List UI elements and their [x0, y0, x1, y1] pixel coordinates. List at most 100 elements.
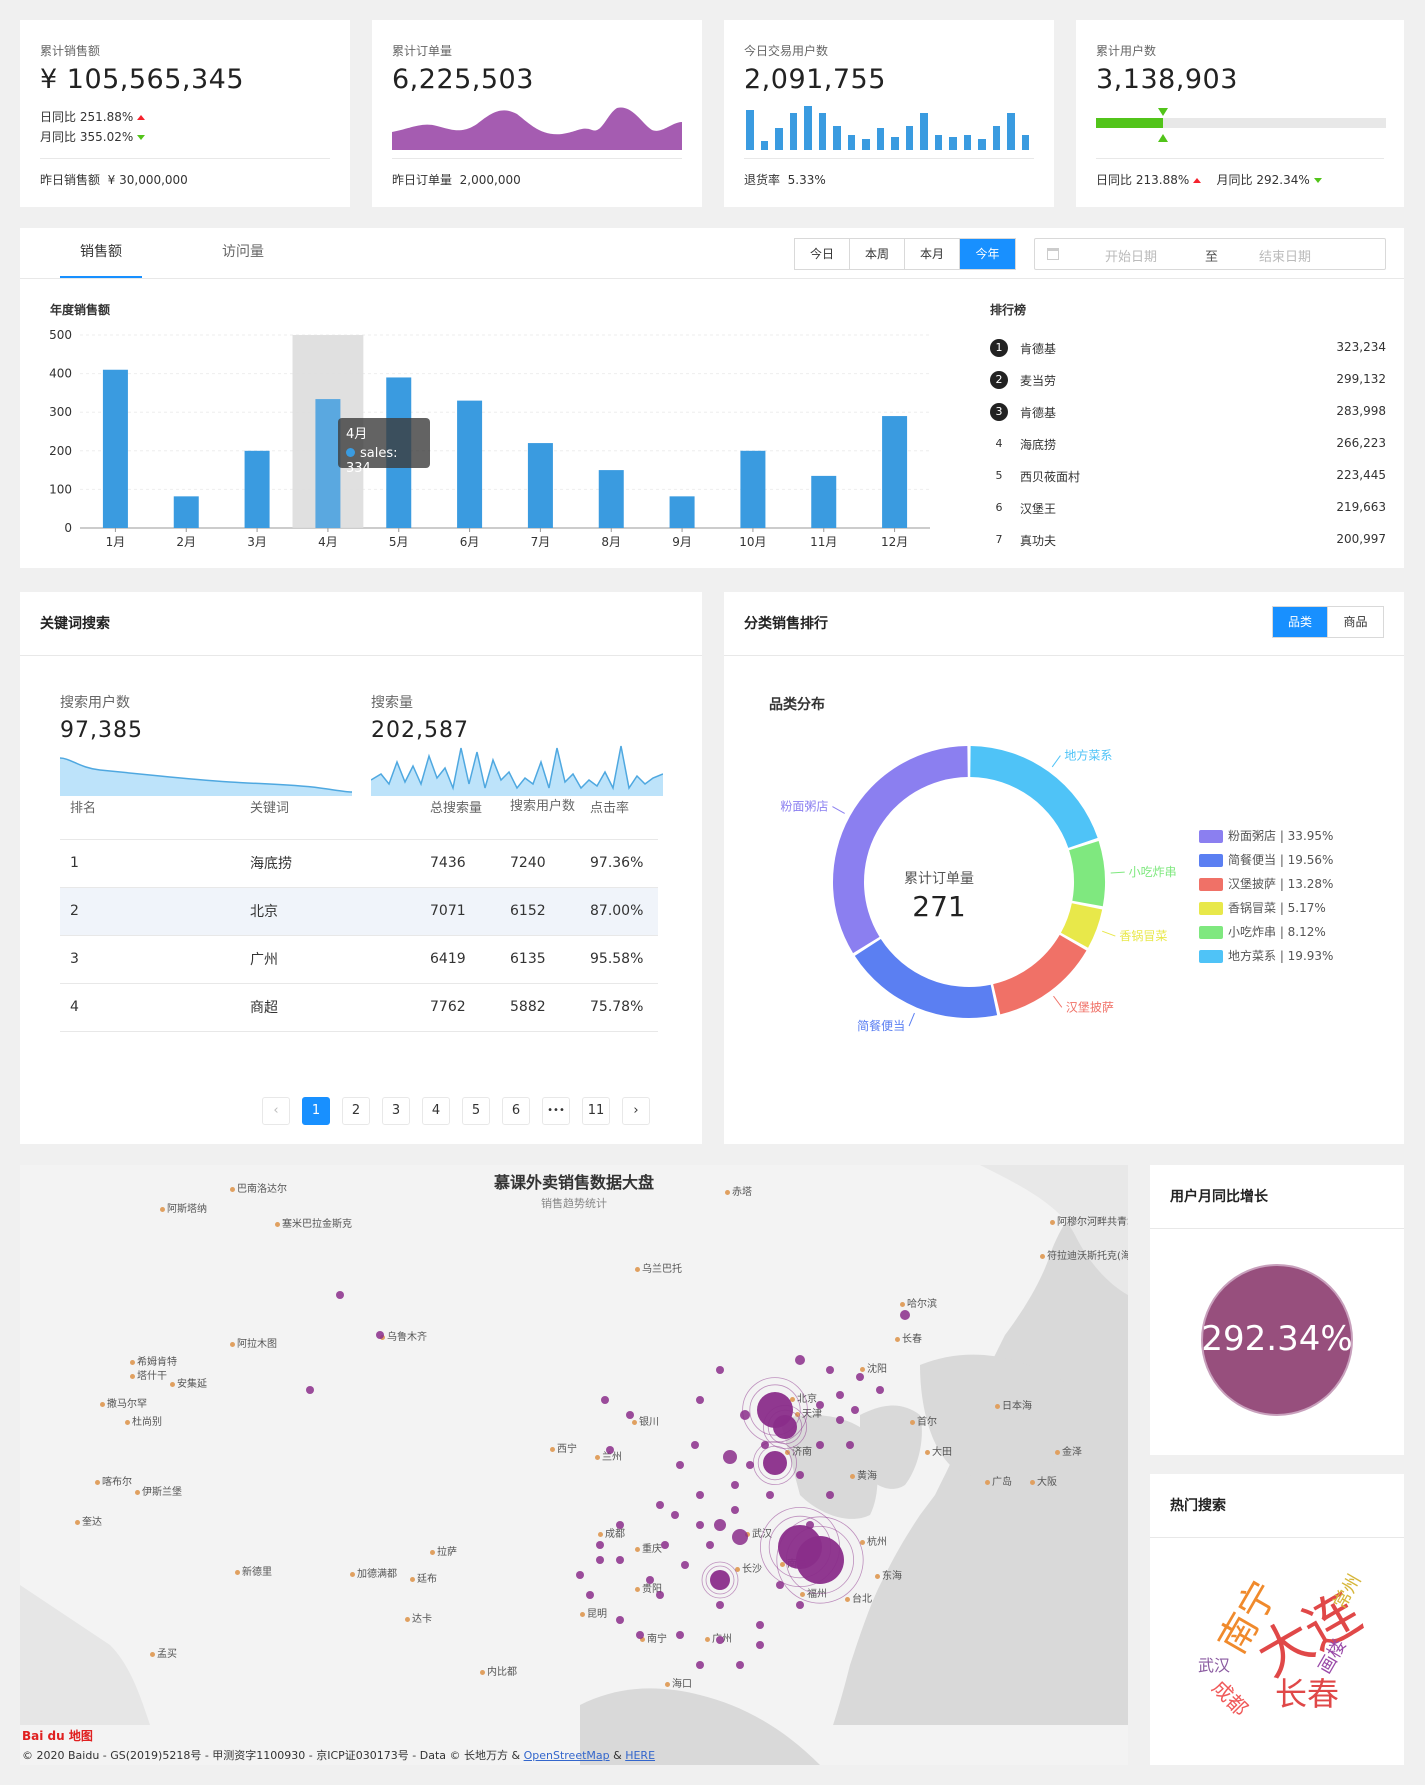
- legend-item[interactable]: 地方菜系 | 19.93%: [1199, 948, 1333, 964]
- donut-slice[interactable]: [854, 939, 998, 1018]
- bar[interactable]: [740, 450, 766, 528]
- sales-bubble[interactable]: [851, 1406, 859, 1414]
- column-header[interactable]: 总搜索量: [420, 775, 500, 840]
- sales-bubble[interactable]: [826, 1366, 834, 1374]
- sales-bubble[interactable]: [586, 1591, 594, 1599]
- table-row[interactable]: 3 广州 6419 6135 95.58%: [60, 935, 658, 984]
- next-page-button[interactable]: ›: [622, 1097, 650, 1125]
- sales-bubble[interactable]: [714, 1519, 726, 1531]
- legend-item[interactable]: 汉堡披萨 | 13.28%: [1199, 876, 1333, 892]
- range-year-button[interactable]: 今年: [960, 239, 1015, 269]
- map-sales-bubbles[interactable]: [20, 1165, 1128, 1765]
- bar[interactable]: [102, 369, 128, 528]
- sales-bubble[interactable]: [616, 1521, 624, 1529]
- sales-bubble[interactable]: [576, 1571, 584, 1579]
- donut-slice[interactable]: [970, 746, 1098, 848]
- hot-search-word[interactable]: 常州: [1329, 1570, 1366, 1613]
- date-start-input[interactable]: 开始日期: [1105, 250, 1158, 265]
- bar[interactable]: [811, 475, 837, 528]
- sales-bubble[interactable]: [766, 1491, 774, 1499]
- date-range-picker[interactable]: 开始日期 至 结束日期: [1034, 238, 1386, 270]
- ranking-item[interactable]: 4 海底捞 266,223: [990, 435, 1387, 455]
- sales-bubble[interactable]: [636, 1631, 644, 1639]
- column-header[interactable]: 点击率: [580, 775, 658, 840]
- bar[interactable]: [882, 416, 908, 528]
- bar[interactable]: [669, 496, 695, 528]
- sales-bubble[interactable]: [656, 1591, 664, 1599]
- sales-bubble[interactable]: [731, 1506, 739, 1514]
- sales-bubble[interactable]: [691, 1441, 699, 1449]
- here-link[interactable]: HERE: [625, 1749, 656, 1762]
- sales-bubble[interactable]: [696, 1491, 704, 1499]
- donut-slice[interactable]: [993, 934, 1087, 1015]
- sales-bubble[interactable]: [773, 1415, 797, 1439]
- bar[interactable]: [457, 400, 483, 528]
- tab-sales[interactable]: 销售额: [60, 228, 142, 278]
- ranking-item[interactable]: 1 肯德基 323,234: [990, 339, 1386, 359]
- legend-item[interactable]: 小吃炸串 | 8.12%: [1199, 924, 1326, 940]
- hot-search-word[interactable]: 武汉: [1198, 1656, 1231, 1675]
- sales-bubble[interactable]: [696, 1521, 704, 1529]
- sales-bubble[interactable]: [736, 1661, 744, 1669]
- sales-bubble[interactable]: [336, 1291, 344, 1299]
- hot-search-word[interactable]: 长春: [1275, 1675, 1340, 1713]
- sales-bubble[interactable]: [796, 1536, 844, 1584]
- prev-page-button[interactable]: ‹: [262, 1097, 290, 1125]
- range-month-button[interactable]: 本月: [905, 239, 960, 269]
- sales-bubble[interactable]: [756, 1641, 764, 1649]
- sales-bubble[interactable]: [681, 1561, 689, 1569]
- sales-bubble[interactable]: [306, 1386, 314, 1394]
- sales-bubble[interactable]: [696, 1396, 704, 1404]
- bar[interactable]: [244, 450, 270, 528]
- column-header[interactable]: 排名: [60, 775, 240, 840]
- toggle-product-button[interactable]: 商品: [1343, 615, 1368, 629]
- table-row[interactable]: 4 商超 7762 5882 75.78%: [60, 983, 658, 1032]
- sales-bubble[interactable]: [761, 1441, 769, 1449]
- sales-bubble[interactable]: [900, 1310, 910, 1320]
- bar[interactable]: [173, 496, 199, 528]
- sales-bubble[interactable]: [596, 1556, 604, 1564]
- sales-bubble[interactable]: [846, 1441, 854, 1449]
- ranking-item[interactable]: 6 汉堡王 219,663: [990, 499, 1387, 519]
- sales-bubble[interactable]: [676, 1461, 684, 1469]
- tab-visits[interactable]: 访问量: [222, 244, 264, 260]
- sales-bubble[interactable]: [626, 1411, 634, 1419]
- sales-bubble[interactable]: [806, 1521, 814, 1529]
- map-background[interactable]: [20, 1165, 1128, 1765]
- ranking-item[interactable]: 5 西贝莜面村 223,445: [990, 467, 1387, 487]
- sales-bubble[interactable]: [671, 1511, 679, 1519]
- page-3-button[interactable]: 3: [382, 1097, 410, 1125]
- sales-bubble[interactable]: [795, 1355, 805, 1365]
- page-6-button[interactable]: 6: [502, 1097, 530, 1125]
- donut-slice[interactable]: [1069, 840, 1105, 907]
- sales-bubble[interactable]: [646, 1576, 654, 1584]
- sales-bubble[interactable]: [656, 1501, 664, 1509]
- sales-bubble[interactable]: [836, 1416, 844, 1424]
- sales-bubble[interactable]: [732, 1529, 748, 1545]
- sales-bubble[interactable]: [696, 1661, 704, 1669]
- page-2-button[interactable]: 2: [342, 1097, 370, 1125]
- table-row[interactable]: 1 海底捞 7436 7240 97.36%: [60, 839, 658, 888]
- sales-bubble[interactable]: [740, 1410, 750, 1420]
- sales-bubble[interactable]: [661, 1541, 669, 1549]
- ranking-item[interactable]: 3 肯德基 283,998: [990, 403, 1386, 423]
- hot-search-word[interactable]: 成都: [1207, 1675, 1253, 1721]
- sales-bubble[interactable]: [716, 1636, 724, 1644]
- table-row[interactable]: 2 北京 7071 6152 87.00%: [60, 887, 658, 936]
- legend-item[interactable]: 粉面粥店 | 33.95%: [1199, 828, 1333, 844]
- range-week-button[interactable]: 本周: [850, 239, 905, 269]
- sales-bubble[interactable]: [706, 1541, 714, 1549]
- ranking-item[interactable]: 2 麦当劳 299,132: [990, 371, 1386, 391]
- legend-item[interactable]: 香锅冒菜 | 5.17%: [1199, 900, 1326, 916]
- bar[interactable]: [527, 443, 553, 528]
- donut-slice[interactable]: [833, 746, 968, 954]
- sales-bubble[interactable]: [710, 1570, 730, 1590]
- range-today-button[interactable]: 今日: [795, 239, 850, 269]
- toggle-category-button[interactable]: 品类: [1273, 607, 1328, 637]
- page-4-button[interactable]: 4: [422, 1097, 450, 1125]
- column-header[interactable]: 搜索用户数: [500, 775, 580, 840]
- osm-link[interactable]: OpenStreetMap: [523, 1749, 610, 1762]
- ranking-item[interactable]: 7 真功夫 200,997: [990, 531, 1387, 551]
- sales-bubble[interactable]: [796, 1601, 804, 1609]
- sales-bubble[interactable]: [376, 1331, 384, 1339]
